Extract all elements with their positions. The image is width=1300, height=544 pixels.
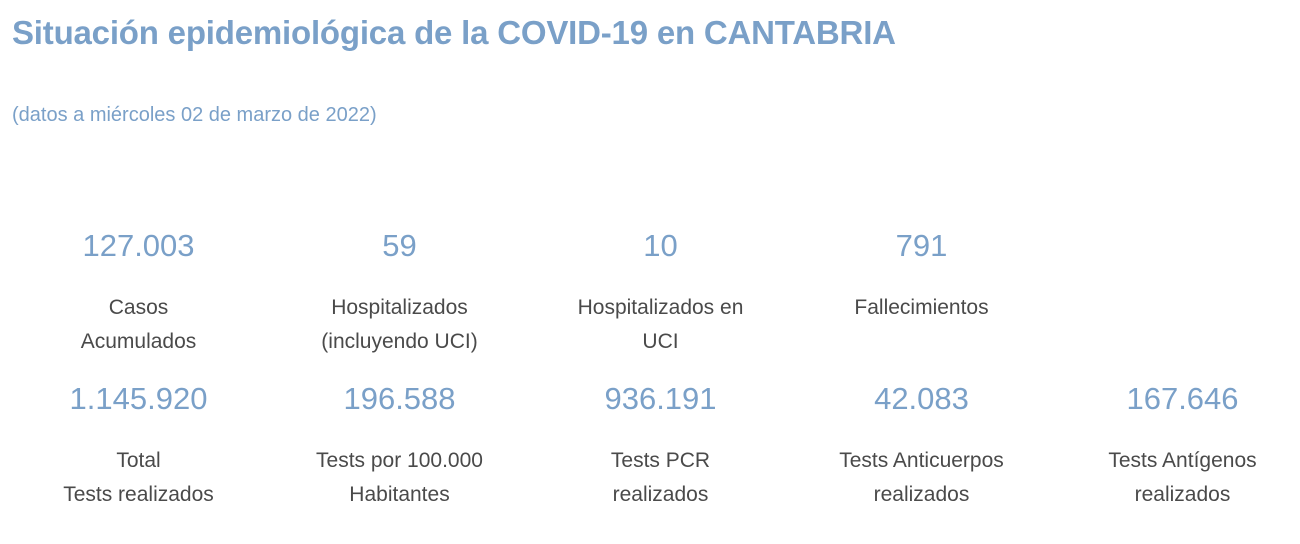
stat-value: 791 <box>895 228 948 263</box>
stat-label-line: Habitantes <box>349 483 450 506</box>
stat-label-line: Tests Antígenos <box>1108 449 1257 472</box>
stat-casos-acumulados: 127.003 Casos Acumulados <box>8 220 269 373</box>
stat-label-line: Hospitalizados en <box>577 296 744 319</box>
stat-tests-por-100000: 196.588 Tests por 100.000 Habitantes <box>269 373 530 526</box>
stat-label-line: Hospitalizados <box>331 296 468 319</box>
stat-value: 127.003 <box>82 228 195 263</box>
stat-label-line: Tests por 100.000 <box>316 449 483 472</box>
stat-tests-antigenos: 167.646 Tests Antígenos realizados <box>1052 373 1300 526</box>
page-title: Situación epidemiológica de la COVID-19 … <box>12 14 896 51</box>
stat-empty-slot <box>1052 220 1300 373</box>
stat-label-line: Acumulados <box>80 330 197 353</box>
stat-total-tests: 1.145.920 Total Tests realizados <box>8 373 269 526</box>
stats-grid: 127.003 Casos Acumulados 59 Hospitalizad… <box>8 220 1300 526</box>
stat-label-line: Total <box>116 449 161 472</box>
stat-label: Total Tests realizados <box>8 444 269 512</box>
stat-tests-anticuerpos: 42.083 Tests Anticuerpos realizados <box>791 373 1052 526</box>
stat-tests-pcr: 936.191 Tests PCR realizados <box>530 373 791 526</box>
stat-value: 167.646 <box>1126 381 1239 416</box>
stat-label-line: Fallecimientos <box>854 296 989 319</box>
stat-label-line: Tests PCR <box>610 449 711 472</box>
stat-label: Hospitalizados en UCI <box>530 291 791 359</box>
stat-label-line: Tests Anticuerpos <box>839 449 1004 472</box>
stat-label: Tests Antígenos realizados <box>1052 444 1300 512</box>
stat-label-line: (incluyendo UCI) <box>321 330 478 353</box>
stat-label: Tests PCR realizados <box>530 444 791 512</box>
stat-label-line: realizados <box>873 483 970 506</box>
data-date-subtitle: (datos a miércoles 02 de marzo de 2022) <box>12 104 377 126</box>
stat-hospitalizados: 59 Hospitalizados (incluyendo UCI) <box>269 220 530 373</box>
stat-label-line: realizados <box>1134 483 1231 506</box>
stat-value: 59 <box>382 228 417 263</box>
stat-label-line: realizados <box>612 483 709 506</box>
stat-value: 10 <box>643 228 678 263</box>
stat-label: Hospitalizados (incluyendo UCI) <box>269 291 530 359</box>
stat-fallecimientos: 791 Fallecimientos <box>791 220 1052 373</box>
stat-value: 196.588 <box>343 381 456 416</box>
stat-label-line: Tests realizados <box>63 483 214 506</box>
stat-label: Tests por 100.000 Habitantes <box>269 444 530 512</box>
stat-value: 936.191 <box>604 381 717 416</box>
stat-label-line: UCI <box>642 330 679 353</box>
stat-label: Casos Acumulados <box>8 291 269 359</box>
stat-value: 42.083 <box>874 381 969 416</box>
stat-label-line: Casos <box>108 296 169 319</box>
stat-label: Fallecimientos <box>791 291 1052 325</box>
stat-hospitalizados-uci: 10 Hospitalizados en UCI <box>530 220 791 373</box>
stat-label: Tests Anticuerpos realizados <box>791 444 1052 512</box>
stat-value: 1.145.920 <box>69 381 208 416</box>
